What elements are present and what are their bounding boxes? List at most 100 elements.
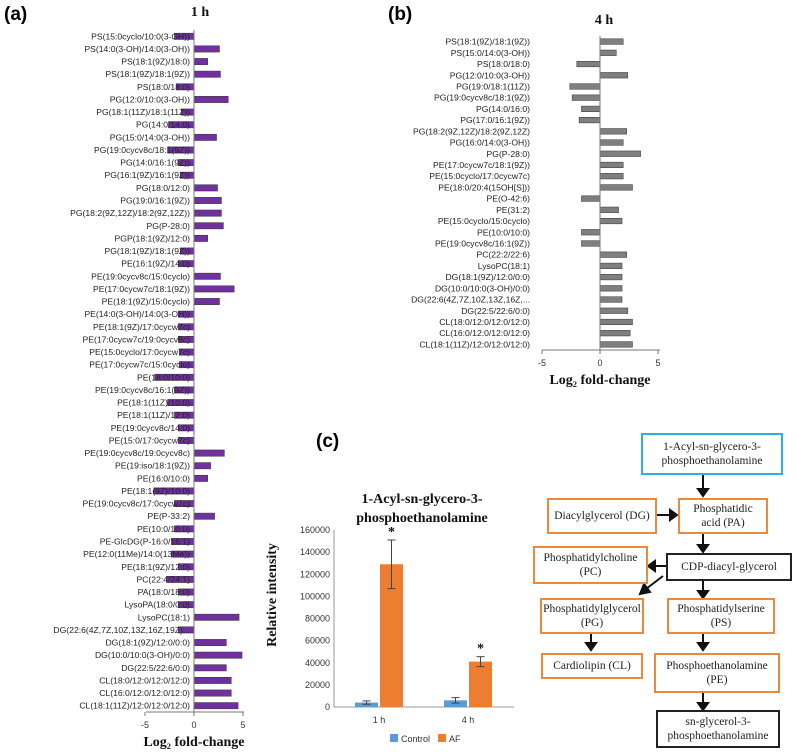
bar xyxy=(581,195,601,202)
arrowhead-pe-sn xyxy=(696,702,710,712)
category-label: PG(12:0/10:0(3-OH)) xyxy=(110,94,190,104)
category-label: DG(22:6(4Z,7Z,10Z,13Z,16Z,19Z)... xyxy=(53,625,190,635)
bar xyxy=(581,240,601,247)
arrowhead-ps-pe xyxy=(696,642,710,652)
category-label: PG(P-28:0) xyxy=(487,149,531,159)
pathway-pc-box: Phosphatidylcholine (PC) xyxy=(533,546,648,584)
panel-a-label: (a) xyxy=(4,4,27,25)
category-label: PE-GlcDG(P-16:0/16:1) xyxy=(100,537,190,547)
category-label: PGP(18:1(9Z)/12:0) xyxy=(115,233,191,243)
category-label: CL(18:0/12:0/12:0/12:0) xyxy=(99,675,190,685)
panel-b-label: (b) xyxy=(388,4,412,25)
x-tick-label: 5 xyxy=(655,358,660,368)
category-label: PE(31:2) xyxy=(496,205,530,215)
category-label: CL(16:0/12:0/12:0/12:0) xyxy=(439,328,530,338)
bar xyxy=(599,206,619,213)
chart-a-1h: 1 h PS(15:0cyclo/10:0(3-OH)) PS(14:0(3-OH… xyxy=(53,5,245,750)
pathway-cdp-box: CDP-diacyl-glycerol xyxy=(666,553,792,581)
x-tick-label: 0 xyxy=(597,358,602,368)
bar xyxy=(193,474,208,482)
category-label: PE(16:0/10:0) xyxy=(137,473,190,483)
arrowhead-top-pa xyxy=(696,488,710,498)
legend-label: AF xyxy=(449,734,461,744)
category-label: PE(17:0cycw7c/15:0cyclo) xyxy=(89,360,190,370)
pathway-ps-text: Phosphatidylserine (PS) xyxy=(677,602,765,629)
category-label: PG(18:0/12:0) xyxy=(136,183,190,193)
category-label: PE(19:iso/18:1(9Z)) xyxy=(115,461,190,471)
bar xyxy=(569,83,601,90)
category-label: LysoPA(18:0/0:0) xyxy=(125,600,191,610)
category-label: PS(14:0(3-OH)/14:0(3-OH)) xyxy=(84,44,190,54)
pathway-pe-box: Phosphoethanolamine (PE) xyxy=(654,653,780,693)
category-label: PG(18:2(9Z,12Z)/18:2(9Z,12Z)) xyxy=(70,208,190,218)
bar xyxy=(599,184,633,191)
category-label: PG(17:0/16:1(9Z)) xyxy=(460,115,530,125)
x-tick-label: 5 xyxy=(240,720,245,730)
panel-c-label: (c) xyxy=(316,431,339,452)
arrowhead-cdp-pc xyxy=(646,559,656,573)
pathway-top-box: 1-Acyl-sn-glycero-3-phosphoethanolamine xyxy=(641,433,783,475)
bar xyxy=(193,45,220,53)
y-tick-label: 160000 xyxy=(300,525,330,535)
category-label: PE(O-42:6) xyxy=(487,194,531,204)
bar xyxy=(599,307,629,314)
bar xyxy=(193,651,243,659)
category-label: PG(18:1(11Z)/18:1(11Z)) xyxy=(96,107,190,117)
bar xyxy=(193,133,217,141)
category-label: PG(P-28:0) xyxy=(147,221,191,231)
category-label: PE(10:0/10:0) xyxy=(477,227,530,237)
category-label: PE(19:0cycv8c/16:1(9Z)) xyxy=(95,385,190,395)
category-label: PG(19:0cycv8c/18:1(9Z)) xyxy=(94,145,190,155)
pathway-pg-box: Phosphatidylglycerol (PG) xyxy=(540,598,644,634)
bar xyxy=(193,184,218,192)
category-label: LysoPC(18:1) xyxy=(138,612,190,622)
chart-c-title-line2: phosphoethanolamine xyxy=(356,511,487,526)
category-label: PE(18:1(9Z)/10:0) xyxy=(121,486,190,496)
legend-swatch xyxy=(390,734,398,742)
pathway-top-text: 1-Acyl-sn-glycero-3-phosphoethanolamine xyxy=(661,440,763,467)
category-label: PE(17:0cycw7c/18:1(9Z)) xyxy=(93,284,190,294)
bar xyxy=(193,689,232,697)
category-label: PE(12:0(11Me)/14:0(13Me)) xyxy=(83,549,190,559)
category-label: PE(15:0cyclo/17:0cycw7c) xyxy=(429,171,530,181)
category-label: PG(19:0cycv8c/18:1(9Z)) xyxy=(434,93,530,103)
category-label: PE(19:0cycv8c/14:0) xyxy=(111,423,190,433)
legend-swatch xyxy=(438,734,446,742)
arrowhead-cdp-ps xyxy=(696,590,710,600)
category-label: PE(18:1(9Z)/17:0cycw7c) xyxy=(93,322,190,332)
x-tick-label: -5 xyxy=(141,720,149,730)
pathway-arrows xyxy=(584,474,710,712)
category-label: DG(22:5/22:6/0:0) xyxy=(461,306,530,316)
y-tick-label: 60000 xyxy=(305,636,330,646)
arrow-cdp-pg xyxy=(645,575,664,590)
chart-a-title: 1 h xyxy=(191,5,210,20)
category-label: PE(18:1(9Z)/15:0cyclo) xyxy=(102,297,190,307)
bar xyxy=(193,234,208,242)
category-label: DG(10:0/10:0(3-OH)/0:0) xyxy=(95,650,190,660)
category-label: PS(18:1(9Z)/18:1(9Z)) xyxy=(105,69,190,79)
category-label: PE(18:1(11Z)/10:0) xyxy=(117,398,190,408)
y-tick-label: 120000 xyxy=(300,569,330,579)
category-label: PS(18:0/18:0) xyxy=(137,82,190,92)
bar xyxy=(571,94,601,101)
pathway-pe-text: Phosphoethanolamine (PE) xyxy=(666,659,768,686)
bar xyxy=(193,272,221,280)
bar xyxy=(599,38,624,45)
category-label: PC(22:4/24:1) xyxy=(136,574,190,584)
category-label: PG(14:0/16:0) xyxy=(476,104,530,114)
category-label: PC(22:2/22:6) xyxy=(476,250,530,260)
bar xyxy=(599,173,624,180)
category-label: PG(18:2(9Z,12Z)/18:2(9Z,12Z) xyxy=(413,126,530,136)
pathway-ps-box: Phosphatidylserine (PS) xyxy=(667,598,775,634)
category-label: PS(15:0/14:0(3-OH)) xyxy=(451,48,530,58)
legend-label: Control xyxy=(401,734,430,744)
category-label: PE(18:1(9Z)/12:0) xyxy=(121,562,190,572)
category-label: LysoPC(18:1) xyxy=(478,261,530,271)
bar xyxy=(599,274,623,281)
bar-control xyxy=(355,702,378,707)
bar xyxy=(193,285,235,293)
bar xyxy=(599,318,633,326)
bar xyxy=(193,197,222,204)
bar xyxy=(193,449,225,457)
bar xyxy=(193,664,227,672)
